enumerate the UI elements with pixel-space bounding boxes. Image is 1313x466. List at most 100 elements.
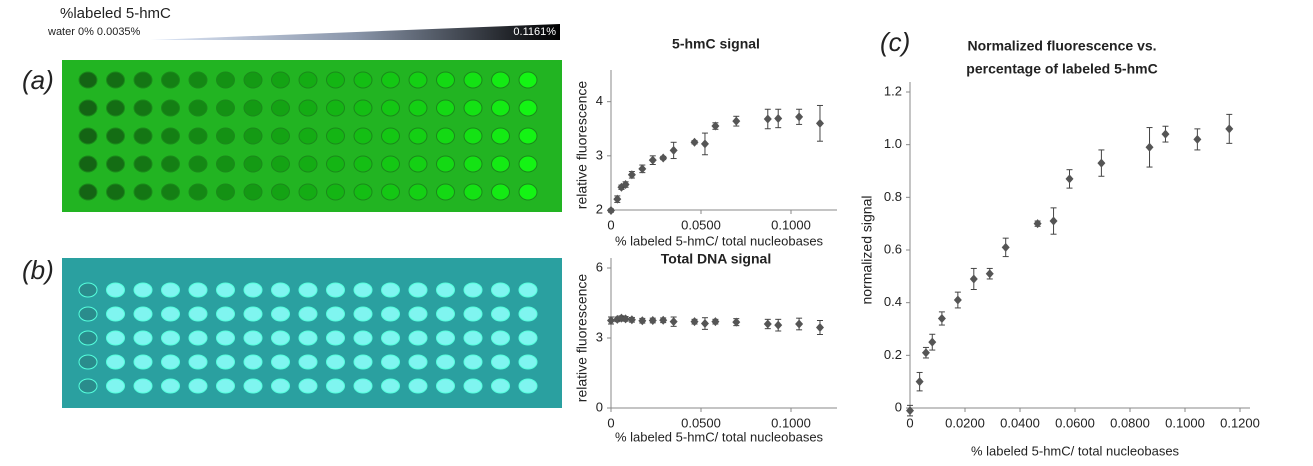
well [299,128,317,144]
well [272,307,290,321]
well [217,156,235,172]
well [409,100,427,116]
y-tick-label: 6 [596,259,603,274]
well [382,307,400,321]
panel-label: (b) [22,255,54,285]
well [437,283,455,297]
x-tick-label: 0.0500 [681,415,721,430]
well [79,72,97,88]
well [354,379,372,393]
well [354,283,372,297]
y-tick-label: 1.2 [884,83,902,98]
well [107,72,125,88]
well [382,355,400,369]
well [354,184,372,200]
well [409,156,427,172]
well [162,307,180,321]
well [217,355,235,369]
chart-title: Total DNA signal [661,251,771,267]
well [492,128,510,144]
x-tick-label: 0.1000 [1165,415,1205,430]
well [519,307,537,321]
well [464,355,482,369]
well [382,184,400,200]
y-tick-label: 0 [895,399,902,414]
well [492,307,510,321]
well [382,331,400,345]
well [244,100,262,116]
well [162,331,180,345]
well [464,307,482,321]
y-tick-label: 4 [596,93,603,108]
x-tick-label: 0.0500 [681,217,721,232]
well [79,100,97,116]
well [327,283,345,297]
well [189,283,207,297]
well [519,156,537,172]
y-axis-label: normalized signal [859,196,875,305]
well [409,72,427,88]
well [492,283,510,297]
well [162,128,180,144]
well [354,100,372,116]
well [409,283,427,297]
scale-end: 0.1161% [513,26,556,38]
well [327,156,345,172]
well [409,184,427,200]
well [519,283,537,297]
y-tick-label: 3 [596,329,603,344]
well [107,128,125,144]
well [492,355,510,369]
y-tick-label: 0 [596,399,603,414]
well [327,379,345,393]
panel-label: (a) [22,65,54,95]
well [327,100,345,116]
well [409,379,427,393]
well [272,184,290,200]
well [354,156,372,172]
well [189,331,207,345]
well [244,307,262,321]
well [79,128,97,144]
x-tick-label: 0.0800 [1110,415,1150,430]
well [79,156,97,172]
well [217,72,235,88]
well [79,184,97,200]
well [437,156,455,172]
well [107,100,125,116]
well [354,355,372,369]
x-tick-label: 0.0400 [1000,415,1040,430]
well [272,283,290,297]
well [437,184,455,200]
well [272,156,290,172]
well [217,128,235,144]
well [464,156,482,172]
well [189,100,207,116]
well [244,379,262,393]
well [464,379,482,393]
y-tick-label: 0.4 [884,294,902,309]
well [134,156,152,172]
well [134,100,152,116]
x-axis-label: % labeled 5-hmC/ total nucleobases [615,233,824,248]
well [492,156,510,172]
well [382,283,400,297]
well [464,72,482,88]
well [217,331,235,345]
well [244,184,262,200]
x-axis-label: % labeled 5-hmC/ total nucleobases [971,443,1180,458]
scale-start: water 0% 0.0035% [47,26,141,38]
well [272,100,290,116]
well [107,355,125,369]
y-axis-label: relative fluorescence [574,81,590,210]
x-axis-label: % labeled 5-hmC/ total nucleobases [615,429,824,444]
well [299,307,317,321]
well [437,128,455,144]
well [189,379,207,393]
well [244,355,262,369]
y-tick-label: 2 [596,201,603,216]
well [217,184,235,200]
well [134,379,152,393]
well [464,283,482,297]
figure: %labeled 5-hmC water 0% 0.0035% 0.1161% … [0,0,1313,461]
